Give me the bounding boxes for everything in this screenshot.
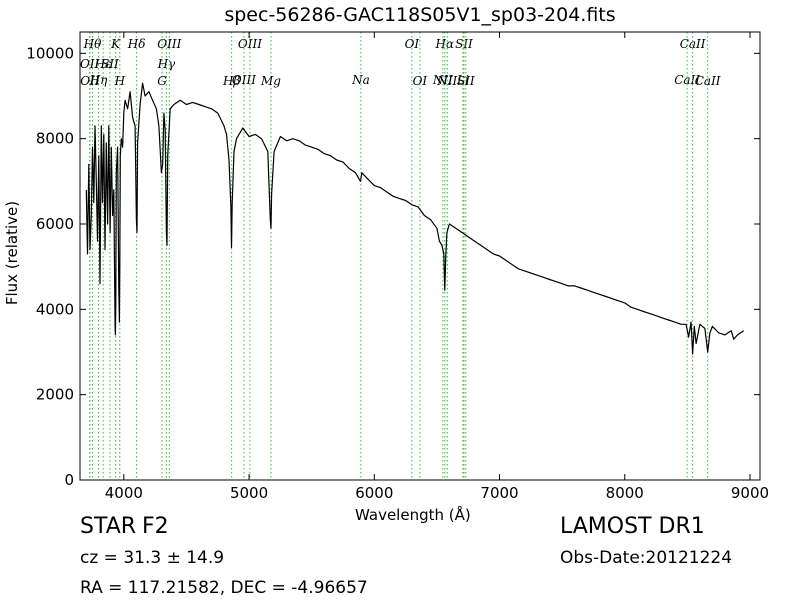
y-tick-label-3: 6000: [36, 215, 74, 233]
line-label-27: CaII: [695, 74, 721, 88]
x-tick-label-2: 6000: [355, 484, 393, 502]
line-label-13: OIII: [232, 73, 256, 87]
line-label-21: NII: [436, 74, 457, 88]
line-label-11: G: [157, 74, 167, 88]
x-tick-label-4: 8000: [606, 484, 644, 502]
plot-frame: [79, 31, 761, 481]
line-label-9: Hγ: [157, 57, 176, 71]
coordinates: RA = 117.21582, DEC = -4.96657: [80, 578, 368, 598]
line-label-18: OI: [413, 74, 428, 88]
survey-name: LAMOST DR1: [560, 514, 705, 539]
line-label-16: Na: [351, 73, 370, 87]
line-label-3: Hη: [89, 73, 108, 87]
chart-title: spec-56286-GAC118S05V1_sp03-204.fits: [224, 4, 616, 26]
spectrum-series: [85, 82, 745, 355]
observation-date: Obs-Date:20121224: [560, 548, 733, 568]
line-label-6: SII: [101, 57, 119, 71]
line-label-19: Hα: [435, 37, 455, 51]
y-axis-ticks: 0 2000 4000 6000 8000 10000: [26, 44, 760, 489]
x-tick-label-0: 4000: [105, 484, 143, 502]
line-label-8: Hδ: [127, 37, 146, 51]
x-axis-ticks: 4000 5000 6000 7000 8000 9000: [105, 32, 769, 502]
line-label-17: OI: [405, 37, 420, 51]
x-axis-label: Wavelength (Å): [355, 506, 471, 524]
object-subclass: F2: [142, 514, 169, 539]
line-label-10: OIII: [157, 37, 181, 51]
y-tick-label-4: 8000: [36, 130, 74, 148]
object-class: STAR: [80, 514, 137, 539]
line-label-7: H: [114, 74, 126, 88]
line-label-2: OII: [80, 74, 100, 88]
spectrum-line-0: [85, 82, 745, 355]
y-tick-label-0: 0: [64, 471, 74, 489]
y-axis-label: Flux (relative): [3, 200, 21, 306]
y-tick-label-1: 2000: [36, 386, 74, 404]
line-label-12: Hβ: [222, 74, 240, 88]
line-label-25: CaII: [674, 73, 700, 87]
line-label-24: SII: [457, 74, 475, 88]
line-label-14: OIII: [238, 37, 262, 51]
line-label-5: K: [110, 37, 121, 51]
line-label-20: NII: [432, 73, 453, 87]
line-label-15: Mg: [260, 74, 281, 88]
y-tick-label-5: 10000: [26, 44, 74, 62]
x-tick-label-1: 5000: [230, 484, 268, 502]
line-label-4: Hε: [94, 57, 112, 71]
y-tick-label-2: 4000: [36, 300, 74, 318]
line-label-22: SII: [455, 37, 473, 51]
line-label-26: CaII: [680, 37, 706, 51]
x-tick-label-3: 7000: [480, 484, 518, 502]
x-tick-label-5: 9000: [731, 484, 769, 502]
line-label-0: Hθ: [83, 37, 102, 51]
redshift-cz: cz = 31.3 ± 14.9: [80, 548, 225, 568]
